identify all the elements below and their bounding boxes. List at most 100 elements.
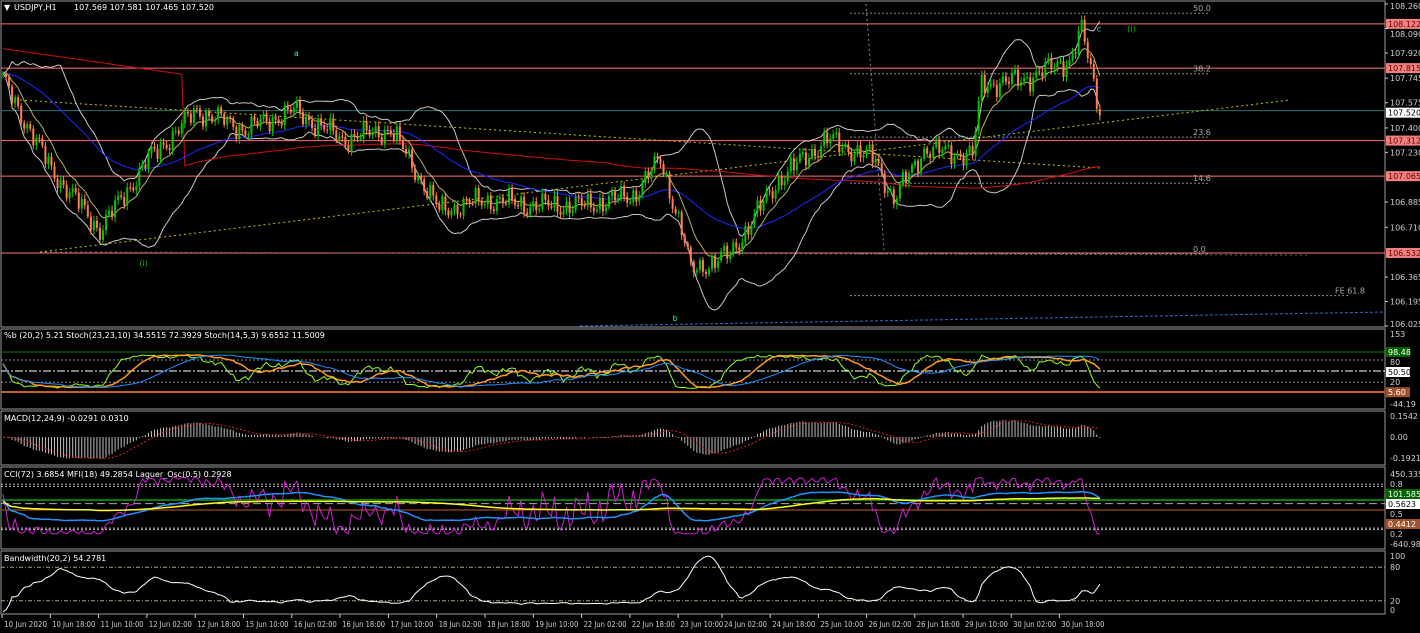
indicator-panels[interactable]	[1, 351, 1385, 613]
candle-body	[847, 144, 850, 152]
candle	[1089, 53, 1092, 69]
candle	[868, 140, 871, 153]
candle	[274, 113, 277, 125]
candle-body	[804, 152, 807, 166]
symbol-dropdown-icon[interactable]: ▼	[4, 3, 11, 12]
time-tick-label: 16 Jun 02:00	[294, 620, 337, 629]
candle	[832, 129, 835, 142]
candle	[753, 209, 756, 229]
candle	[126, 182, 129, 211]
candle	[904, 169, 907, 188]
candle-body	[465, 198, 468, 201]
candle-body	[529, 206, 532, 215]
candle-body	[953, 156, 956, 165]
candle-body	[65, 184, 68, 199]
candle-body	[498, 197, 501, 200]
candle	[262, 110, 265, 124]
candle-body	[1029, 77, 1032, 92]
candle	[786, 166, 789, 185]
candle	[80, 194, 83, 214]
candle-body	[720, 251, 723, 261]
candle-body	[489, 195, 492, 210]
candle	[371, 127, 374, 140]
candle	[711, 252, 714, 273]
candle	[174, 126, 177, 136]
candle	[29, 120, 32, 132]
candle-body	[898, 184, 901, 199]
candle-body	[1020, 81, 1023, 86]
candle-body	[541, 193, 544, 209]
candle	[586, 188, 589, 211]
candle-body	[614, 191, 617, 201]
candle	[629, 197, 632, 206]
candle-body	[253, 116, 256, 121]
candle-body	[308, 116, 311, 120]
candle	[395, 122, 398, 145]
candle	[486, 192, 489, 209]
time-tick-label: 30 Jun 18:00	[1061, 620, 1104, 629]
candle	[441, 193, 444, 215]
candle	[77, 187, 80, 213]
price-level-tag	[1386, 171, 1420, 182]
candle	[156, 144, 159, 163]
candle-body	[362, 120, 365, 139]
candle-body	[377, 126, 380, 138]
candle	[556, 191, 559, 217]
candle-body	[441, 196, 444, 210]
candle-body	[50, 156, 53, 166]
candle-body	[671, 198, 674, 209]
bandwidth-tick-label: 20	[1390, 597, 1400, 606]
macd-panel-title: MACD(12,24,9) -0.0291 0.0310	[4, 414, 129, 423]
candle	[247, 131, 250, 140]
candle	[459, 212, 462, 218]
candle	[62, 175, 65, 189]
candle	[283, 101, 286, 131]
price-level-tag	[1386, 135, 1420, 146]
candle	[632, 186, 635, 207]
candle	[862, 150, 865, 163]
candle	[1004, 71, 1007, 86]
candle	[1038, 66, 1041, 76]
candle	[735, 238, 738, 253]
candle-body	[44, 145, 47, 165]
candle	[723, 242, 726, 256]
candle	[877, 155, 880, 166]
candle-body	[923, 148, 926, 159]
candle	[314, 123, 317, 139]
candle-body	[704, 271, 707, 275]
candle-body	[105, 214, 108, 231]
candle	[1047, 52, 1050, 65]
candle	[444, 193, 447, 216]
price-panel[interactable]: 50.0 38.2 23.6 14.6 0.0 FE 61.8 a (i) b c (i)	[1, 3, 1386, 327]
candle	[171, 126, 174, 156]
candle-body	[929, 153, 932, 158]
candle	[235, 124, 238, 143]
candle-body	[429, 184, 432, 198]
candle-body	[326, 129, 329, 131]
candle	[762, 196, 765, 215]
candle	[856, 140, 859, 157]
candle	[41, 134, 44, 149]
candle	[726, 242, 729, 264]
candle	[1095, 74, 1098, 113]
current-price-tag	[1386, 107, 1420, 118]
time-tick-label: 26 Jun 18:00	[917, 620, 960, 629]
candle	[453, 202, 456, 216]
price-level-label: 107.065	[1388, 172, 1420, 181]
candle-body	[735, 242, 738, 248]
candle-body	[117, 195, 120, 201]
candle	[1010, 68, 1013, 88]
candle-body	[395, 126, 398, 141]
candle	[71, 183, 74, 198]
candle	[189, 109, 192, 126]
candle	[895, 195, 898, 210]
candle	[526, 208, 529, 219]
stoch-tick-label: 20	[1390, 378, 1400, 387]
time-tick-label: 22 Jun 02:00	[584, 620, 627, 629]
candle	[983, 70, 986, 98]
price-tick-label: 107.400	[1390, 124, 1420, 133]
candle-body	[823, 132, 826, 147]
stoch-signal-line	[2, 354, 1101, 389]
candle	[544, 188, 547, 205]
